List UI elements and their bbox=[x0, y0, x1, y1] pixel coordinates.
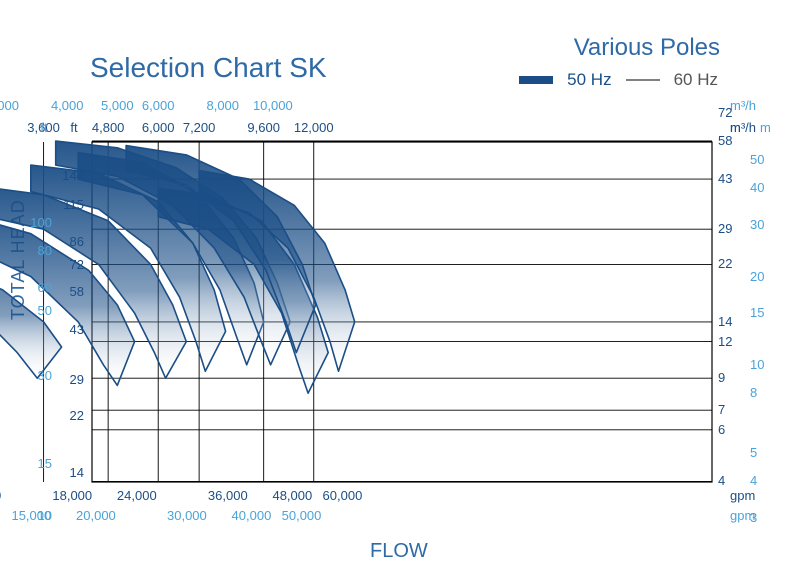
tick-label: 9,600 bbox=[247, 120, 280, 135]
tick-label: 80 bbox=[38, 243, 52, 258]
tick-label: 5,000 bbox=[101, 98, 134, 113]
tick-label: 58 bbox=[70, 284, 84, 299]
tick-label: 29 bbox=[718, 221, 732, 236]
tick-label: 8 bbox=[750, 385, 757, 400]
tick-label: 12,000 bbox=[0, 488, 1, 503]
tick-label: 4,800 bbox=[92, 120, 125, 135]
tick-label: 50 bbox=[750, 152, 764, 167]
tick-label: 115 bbox=[63, 197, 84, 212]
tick-label: 15 bbox=[750, 305, 764, 320]
tick-label: 86 bbox=[70, 234, 84, 249]
tick-label: 30 bbox=[750, 217, 764, 232]
tick-label: 6 bbox=[718, 422, 725, 437]
tick-label: m³/h bbox=[730, 98, 756, 113]
tick-label: 29 bbox=[70, 372, 84, 387]
tick-label: 60 bbox=[38, 280, 52, 295]
tick-label: 22 bbox=[70, 408, 84, 423]
tick-label: 50,000 bbox=[282, 508, 322, 523]
tick-label: 10 bbox=[38, 508, 52, 523]
tick-label: 6,000 bbox=[142, 120, 175, 135]
tick-label: gpm bbox=[730, 488, 755, 503]
tick-label: 5 bbox=[750, 445, 757, 460]
tick-label: 12 bbox=[718, 334, 732, 349]
tick-label: 7,200 bbox=[183, 120, 216, 135]
tick-label: 72 bbox=[718, 105, 732, 120]
tick-label: 18,000 bbox=[52, 488, 92, 503]
tick-label: 60,000 bbox=[323, 488, 363, 503]
tick-label: 30,000 bbox=[167, 508, 207, 523]
tick-label: 20 bbox=[750, 269, 764, 284]
tick-label: 48,000 bbox=[272, 488, 312, 503]
tick-label: 14 bbox=[70, 465, 84, 480]
tick-label: 9 bbox=[718, 370, 725, 385]
tick-label: 7 bbox=[718, 402, 725, 417]
tick-label: 10 bbox=[750, 357, 764, 372]
tick-label: 22 bbox=[718, 256, 732, 271]
tick-label: 43 bbox=[718, 171, 732, 186]
tick-label: 4 bbox=[718, 473, 725, 488]
tick-label: ft bbox=[70, 120, 77, 135]
tick-label: 43 bbox=[70, 322, 84, 337]
tick-label: 15 bbox=[38, 456, 52, 471]
tick-label: 14 bbox=[718, 314, 732, 329]
tick-label: 50 bbox=[38, 303, 52, 318]
tick-label: 8,000 bbox=[206, 98, 239, 113]
tick-label: 3,000 bbox=[0, 98, 19, 113]
tick-label: ft bbox=[40, 120, 47, 135]
tick-label: 4 bbox=[750, 473, 757, 488]
tick-label: 58 bbox=[718, 133, 732, 148]
tick-label: 40 bbox=[750, 180, 764, 195]
tick-label: 10,000 bbox=[253, 98, 293, 113]
tick-label: 12,000 bbox=[294, 120, 334, 135]
tick-label: 144 bbox=[62, 168, 84, 183]
tick-label: 3 bbox=[750, 510, 757, 525]
tick-label: 72 bbox=[70, 257, 84, 272]
tick-label: 36,000 bbox=[208, 488, 248, 503]
tick-label: 4,000 bbox=[51, 98, 84, 113]
tick-label: m bbox=[760, 120, 771, 135]
tick-label: 30 bbox=[38, 368, 52, 383]
tick-label: 24,000 bbox=[117, 488, 157, 503]
tick-label: 100 bbox=[30, 215, 52, 230]
tick-label: 6,000 bbox=[142, 98, 175, 113]
selection-chart: Selection Chart SK Various Poles 50 Hz 6… bbox=[0, 0, 800, 576]
tick-label: 40,000 bbox=[232, 508, 272, 523]
tick-label: 20,000 bbox=[76, 508, 116, 523]
